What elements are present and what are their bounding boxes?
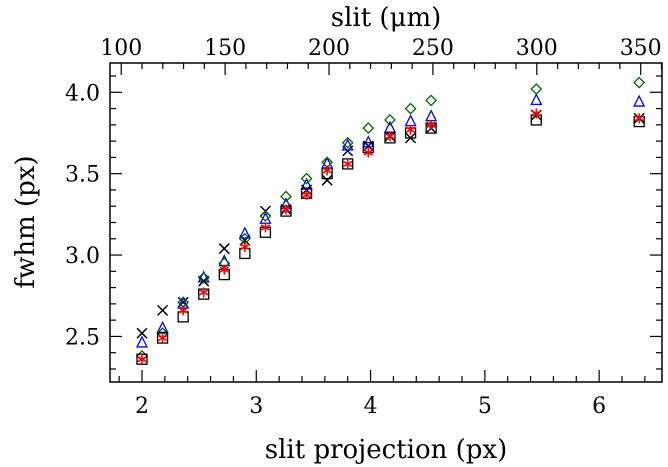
x-tick-label: 5 <box>478 394 492 419</box>
point-asterisk <box>198 287 209 298</box>
point-diamond <box>362 122 375 135</box>
point-cross <box>136 327 148 339</box>
point-triangle <box>404 114 417 127</box>
point-triangle <box>425 109 438 122</box>
point-triangle <box>238 226 251 239</box>
point-cross <box>218 243 230 255</box>
x-tick-label: 3 <box>249 394 263 419</box>
y-tick-label: 4.0 <box>65 81 100 106</box>
x-axis-label: slit projection (px) <box>265 435 507 465</box>
point-diamond <box>530 83 543 95</box>
point-asterisk <box>240 241 250 252</box>
point-triangle <box>300 177 313 190</box>
top-tick-label: 150 <box>204 36 246 61</box>
point-asterisk <box>322 165 332 176</box>
x-tick-label: 4 <box>364 394 378 419</box>
top-tick-label: 350 <box>620 36 662 61</box>
top-axis-label: slit (μm) <box>331 3 442 33</box>
point-asterisk <box>385 131 395 142</box>
point-diamond <box>384 114 396 126</box>
point-diamond <box>300 172 313 185</box>
point-asterisk <box>531 108 542 119</box>
point-asterisk <box>260 222 271 233</box>
point-asterisk <box>342 158 353 169</box>
point-diamond <box>197 271 210 284</box>
point-diamond <box>425 94 438 107</box>
point-asterisk <box>281 204 291 215</box>
point-cross <box>321 174 333 186</box>
point-asterisk <box>634 113 644 124</box>
point-asterisk <box>137 354 147 365</box>
point-cross <box>157 304 169 316</box>
point-diamond <box>259 210 272 222</box>
point-asterisk <box>301 189 312 200</box>
point-asterisk <box>426 119 436 130</box>
point-asterisk <box>405 124 416 135</box>
data-marks <box>135 76 646 365</box>
point-triangle <box>530 92 543 106</box>
point-asterisk <box>157 333 168 344</box>
x-tick-label: 2 <box>135 394 149 419</box>
top-tick-label: 250 <box>412 36 454 61</box>
point-triangle <box>383 120 397 133</box>
x-tick-label: 6 <box>592 394 606 419</box>
point-triangle <box>633 94 646 107</box>
point-diamond <box>341 136 354 149</box>
top-tick-label: 200 <box>308 36 350 61</box>
y-tick-label: 2.5 <box>65 325 100 350</box>
point-asterisk <box>219 264 230 275</box>
point-asterisk <box>178 305 188 316</box>
top-tick-label: 300 <box>516 36 558 61</box>
y-tick-label: 3.0 <box>65 244 100 269</box>
point-triangle <box>135 335 149 348</box>
point-diamond <box>280 190 292 203</box>
y-axis-label: fwhm (px) <box>11 155 41 288</box>
plot-frame <box>109 62 663 383</box>
point-triangle <box>156 320 169 333</box>
point-diamond <box>404 102 417 115</box>
top-tick-label: 100 <box>100 36 142 61</box>
point-triangle <box>362 135 375 148</box>
point-triangle <box>197 270 210 283</box>
point-asterisk <box>363 147 374 158</box>
point-diamond <box>633 76 646 89</box>
y-tick-label: 3.5 <box>65 163 100 188</box>
